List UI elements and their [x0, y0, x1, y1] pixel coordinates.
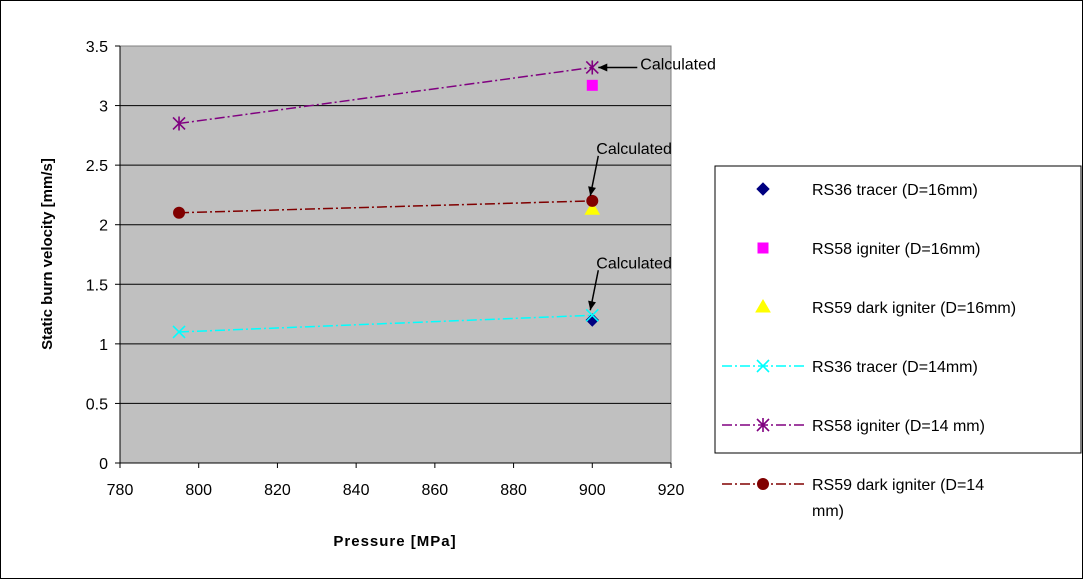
legend-entry: RS36 tracer (D=14mm) [722, 359, 978, 376]
y-tick-label: 2 [99, 218, 108, 235]
legend-entry: RS58 igniter (D=16mm) [757, 241, 981, 258]
x-tick-label: 920 [658, 482, 685, 499]
legend-entry: RS58 igniter (D=14 mm) [722, 418, 985, 435]
annotation-arrow-head [588, 186, 596, 196]
annotation-arrow-head [598, 63, 608, 72]
legend-entry: RS59 dark igniter (D=16mm) [755, 299, 1016, 317]
series-line-4 [178, 66, 593, 125]
legend-label: RS36 tracer (D=14mm) [812, 359, 978, 376]
legend-marker [755, 299, 771, 313]
plot-area [119, 45, 672, 464]
legend-label: RS59 dark igniter (D=14 mm) [812, 477, 984, 520]
annotation-arrow-head [588, 300, 596, 311]
series-layer [172, 60, 601, 339]
data-point-series-5 [586, 194, 599, 207]
y-tick-label: 0.5 [86, 396, 108, 413]
y-tick-label: 0 [99, 456, 108, 473]
data-point-series-3 [172, 325, 186, 339]
data-point-series-5 [173, 206, 186, 219]
y-axis-title: Static burn velocity [mm/s] [39, 158, 56, 350]
legend-box [714, 165, 1082, 454]
data-point-series-4 [585, 60, 599, 75]
y-tick-label: 2.5 [86, 158, 108, 175]
legend-entry: RS36 tracer (D=16mm) [756, 182, 978, 199]
annotation-layer: Calculated Calculated Calculated [588, 56, 716, 311]
legend-label: RS36 tracer (D=16mm) [812, 182, 978, 199]
legend-marker [757, 478, 769, 490]
data-point-series-0 [585, 313, 599, 327]
annotation-label: Calculated [596, 141, 672, 158]
y-tick-label: 1.5 [86, 277, 108, 294]
x-tick-label: 900 [579, 482, 606, 499]
legend-marker [757, 242, 769, 254]
legend-label: RS59 dark igniter (D=16mm) [812, 300, 1016, 317]
y-tick-label: 1 [99, 337, 108, 354]
data-point-series-4 [172, 116, 186, 131]
legend-marker [756, 418, 770, 432]
legend-marker [756, 182, 770, 196]
annotation-arrow [588, 270, 600, 311]
x-tick-label: 800 [185, 482, 212, 499]
annotation-arrow [588, 155, 600, 197]
series-line-3 [179, 314, 593, 333]
y-tick-label: 3.5 [86, 39, 108, 56]
x-tick-label: 860 [422, 482, 449, 499]
legend-entry: RS59 dark igniter (D=14 mm) [722, 477, 984, 520]
axes: 0 0.5 1 1.5 2 2.5 3 3.5 780 800 820 840 860 880 900 920 [86, 39, 685, 499]
data-point-series-1 [586, 79, 598, 91]
x-axis-title: Pressure [MPa] [333, 533, 456, 550]
series-line-5 [179, 200, 593, 214]
legend: RS36 tracer (D=16mm) RS58 igniter (D=16mm… [714, 165, 1082, 520]
annotation-label: Calculated [640, 56, 716, 73]
legend-marker [756, 359, 770, 373]
data-point-series-3 [585, 308, 599, 322]
x-tick-label: 820 [264, 482, 291, 499]
x-tick-label: 780 [107, 482, 134, 499]
data-point-series-2 [584, 201, 601, 215]
x-tick-label: 840 [343, 482, 370, 499]
x-tick-label: 880 [500, 482, 527, 499]
legend-label: RS58 igniter (D=16mm) [812, 241, 981, 258]
annotation-arrow [598, 63, 638, 72]
annotation-label: Calculated [596, 255, 672, 272]
y-tick-label: 3 [99, 99, 108, 116]
gridlines [120, 105, 671, 404]
legend-label: RS58 igniter (D=14 mm) [812, 418, 985, 435]
